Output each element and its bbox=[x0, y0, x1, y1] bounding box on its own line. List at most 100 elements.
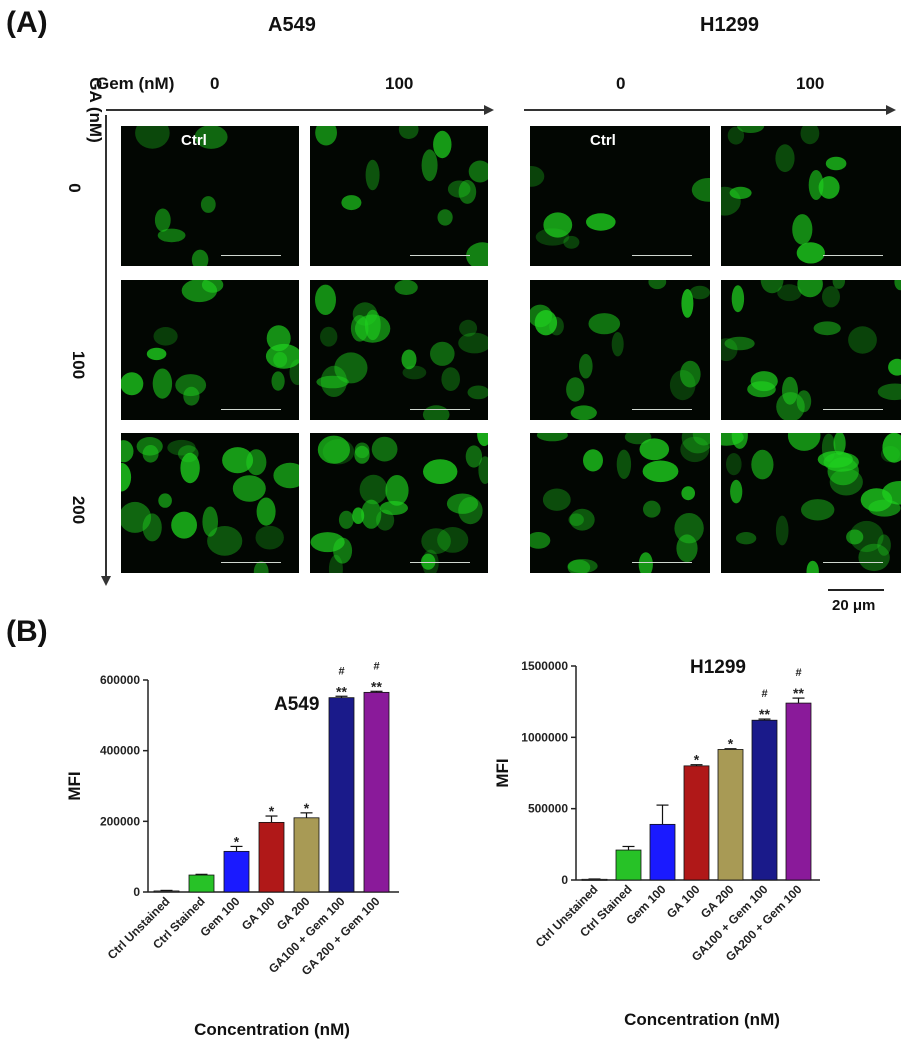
y-tick-label: 0 bbox=[133, 885, 140, 899]
y-tick-label: 200000 bbox=[100, 814, 140, 828]
cell-blob bbox=[467, 385, 488, 400]
cell-blobs bbox=[530, 280, 710, 420]
ga-arrow-head bbox=[101, 576, 111, 586]
cell-blob bbox=[441, 367, 460, 391]
cell-blob bbox=[549, 316, 564, 336]
cell-blob bbox=[167, 439, 196, 456]
micrograph-tile: Ctrl bbox=[121, 126, 299, 266]
cell-blob bbox=[207, 526, 243, 556]
ga-header: GA (nM) bbox=[86, 77, 105, 143]
panel-a-letter: (A) bbox=[6, 6, 48, 39]
cell-blob bbox=[289, 359, 299, 385]
cell-blob bbox=[642, 460, 679, 483]
bar bbox=[153, 890, 180, 893]
cell-blob bbox=[153, 327, 178, 346]
cell-blob bbox=[142, 513, 162, 542]
cell-blob bbox=[726, 453, 742, 476]
cell-blob bbox=[731, 285, 745, 313]
cell-blob bbox=[877, 534, 891, 556]
micrograph-tile bbox=[530, 433, 710, 573]
cell-blob bbox=[858, 543, 890, 572]
cell-blob bbox=[681, 289, 694, 318]
ga-level-200: 200 bbox=[69, 495, 88, 525]
cell-blob bbox=[320, 326, 338, 347]
significance-mark: ** bbox=[759, 706, 770, 722]
ctrl-label: Ctrl bbox=[590, 132, 616, 149]
y-tick-label: 0 bbox=[561, 873, 568, 887]
cell-blob bbox=[775, 144, 795, 173]
cell-blob bbox=[735, 532, 757, 545]
cell-blob bbox=[877, 383, 901, 401]
cell-blob bbox=[402, 365, 427, 380]
cell-blob bbox=[273, 352, 288, 368]
cell-blob bbox=[433, 130, 452, 159]
cell-blob bbox=[146, 347, 167, 361]
significance-mark: * bbox=[304, 800, 310, 816]
y-tick-label: 600000 bbox=[100, 673, 140, 687]
cell-blob bbox=[447, 180, 471, 198]
cell-blob bbox=[423, 459, 458, 484]
cell-blob bbox=[398, 126, 419, 139]
y-tick-label: 1500000 bbox=[521, 659, 568, 673]
cell-blob bbox=[352, 507, 365, 524]
cell-blob bbox=[792, 214, 813, 245]
cell-blob bbox=[808, 170, 824, 200]
cell-blob bbox=[586, 213, 616, 231]
x-axis-label: Concentration (nM) bbox=[194, 1020, 350, 1039]
cell-blobs bbox=[530, 433, 710, 573]
cell-blob bbox=[567, 559, 591, 573]
cell-blob bbox=[180, 452, 200, 484]
cell-blob bbox=[777, 284, 802, 302]
cell-blob bbox=[782, 376, 798, 405]
cell-blob bbox=[201, 280, 224, 293]
cell-blob bbox=[175, 374, 207, 397]
cell-blob bbox=[813, 321, 841, 336]
x-axis-label: Concentration (nM) bbox=[624, 1010, 780, 1029]
cell-blob bbox=[691, 178, 710, 202]
cell-blob bbox=[583, 449, 603, 472]
gem-level-a549-100: 100 bbox=[385, 74, 414, 93]
cell-blob bbox=[894, 280, 901, 291]
cell-blob bbox=[833, 433, 846, 456]
cell-blobs bbox=[721, 433, 901, 573]
cell-blob bbox=[570, 405, 597, 420]
gem-arrow-h1299-head bbox=[886, 105, 896, 115]
cell-blob bbox=[320, 365, 347, 397]
gem-arrows bbox=[101, 105, 896, 591]
cell-blob bbox=[846, 529, 864, 545]
cell-blob bbox=[359, 474, 388, 505]
cell-blob bbox=[827, 457, 859, 486]
cell-blob bbox=[530, 304, 553, 328]
cell-blob bbox=[256, 497, 276, 526]
chart-title: H1299 bbox=[690, 657, 746, 678]
cell-blob bbox=[437, 209, 453, 226]
bar bbox=[258, 821, 285, 893]
significance-mark: * bbox=[694, 752, 700, 768]
ga-level-0: 0 bbox=[65, 183, 84, 193]
bar bbox=[223, 850, 250, 893]
cell-blob bbox=[430, 341, 455, 366]
cell-blob bbox=[796, 390, 812, 413]
cell-blob bbox=[421, 553, 436, 570]
cell-blob bbox=[222, 447, 254, 474]
cell-blob bbox=[202, 506, 218, 537]
significance-mark: # bbox=[761, 688, 767, 700]
tile-scale-bar bbox=[823, 562, 883, 563]
tile-scale-bar bbox=[410, 409, 470, 410]
cell-blob bbox=[681, 433, 710, 454]
gem-level-h1299-100: 100 bbox=[796, 74, 825, 93]
cell-blob bbox=[446, 493, 479, 514]
cell-blob bbox=[316, 375, 349, 389]
cell-blob bbox=[322, 439, 355, 465]
cell-blobs bbox=[315, 126, 488, 266]
tile-scale-bar bbox=[221, 409, 281, 410]
group-title-h1299: H1299 bbox=[700, 14, 759, 36]
cell-blob bbox=[310, 532, 345, 553]
gem-level-h1299-0: 0 bbox=[616, 74, 626, 93]
cell-blob bbox=[611, 332, 624, 357]
cell-blob bbox=[394, 280, 418, 295]
y-tick-label: 500000 bbox=[528, 802, 568, 816]
cell-blob bbox=[478, 456, 488, 484]
cell-blob bbox=[796, 242, 825, 264]
